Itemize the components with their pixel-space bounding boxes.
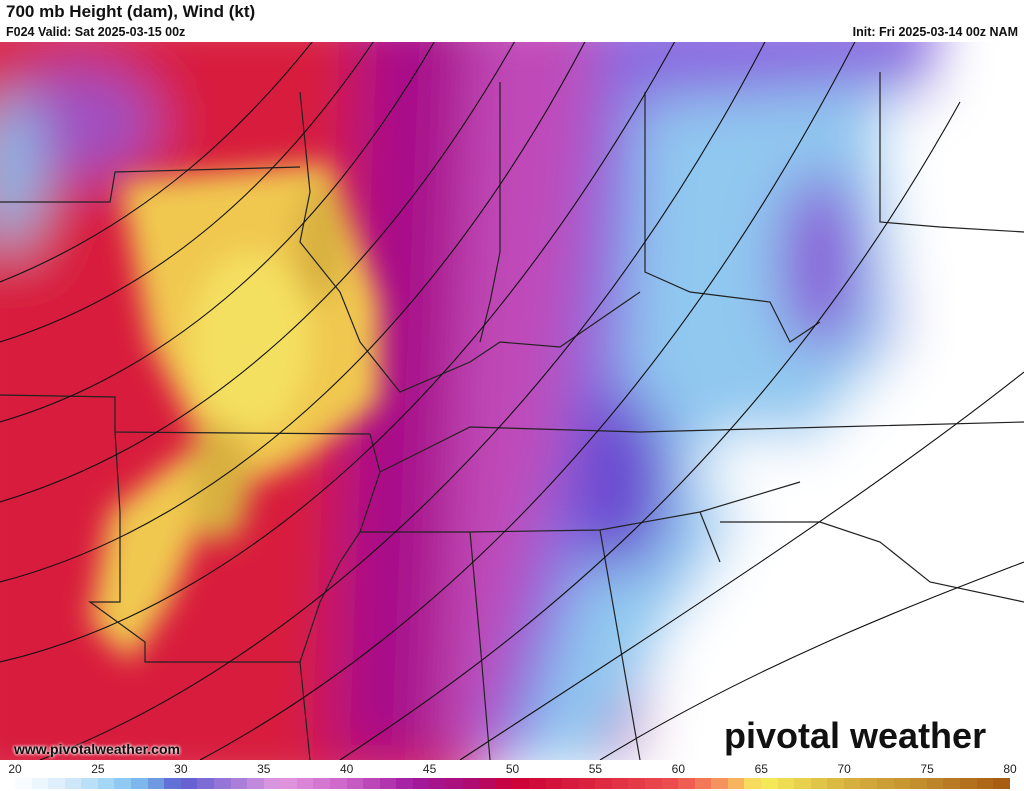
colorbar-swatch	[993, 778, 1010, 789]
colorbar-swatch	[976, 778, 994, 789]
colorbar-swatch	[213, 778, 231, 789]
colorbar-tick-label: 45	[422, 762, 437, 776]
colorbar-swatch	[164, 778, 181, 789]
colorbar-swatch	[843, 778, 861, 789]
colorbar-swatch	[31, 778, 49, 789]
colorbar-swatch	[81, 778, 98, 789]
colorbar-swatch	[694, 778, 712, 789]
website-url[interactable]: www.pivotalweather.com	[14, 741, 180, 757]
colorbar-tick-label: 20	[8, 762, 22, 776]
colorbar-swatch	[926, 778, 944, 789]
colorbar-swatch	[761, 778, 778, 789]
colorbar-tick-label: 25	[91, 762, 105, 776]
colorbar-swatch	[296, 778, 314, 789]
colorbar-swatch	[147, 778, 165, 789]
colorbar-swatch	[744, 778, 762, 789]
colorbar-tick-label: 80	[1003, 762, 1017, 776]
colorbar-ticks: 20 25 30 35 40 45 50 55 60 65 70 75 80	[8, 762, 1016, 776]
colorbar-swatch	[727, 778, 745, 789]
colorbar-swatch	[346, 778, 364, 789]
colorbar-swatch	[827, 778, 844, 789]
colorbar-swatch	[711, 778, 728, 789]
colorbar-swatch	[595, 778, 612, 789]
colorbar-swatch	[396, 778, 413, 789]
colorbar-swatch	[97, 778, 115, 789]
colorbar-swatch	[379, 778, 397, 789]
colorbar-swatch	[479, 778, 496, 789]
colorbar-swatch	[329, 778, 347, 789]
colorbar-tick-label: 70	[837, 762, 851, 776]
colorbar-swatch	[363, 778, 380, 789]
init-time: Init: Fri 2025-03-14 00z NAM	[852, 25, 1018, 39]
colorbar-swatch	[48, 778, 65, 789]
colorbar-swatch	[860, 778, 878, 789]
colorbar-swatch	[644, 778, 662, 789]
colorbar-swatch	[893, 778, 911, 789]
colorbar-swatch	[628, 778, 645, 789]
colorbar-tick-label: 60	[671, 762, 686, 776]
colorbar-swatch	[512, 778, 529, 789]
colorbar	[15, 778, 1010, 789]
colorbar-swatch	[313, 778, 330, 789]
colorbar-swatch	[462, 778, 480, 789]
jet-core-fill	[90, 162, 380, 662]
colorbar-tick-label: 50	[505, 762, 520, 776]
colorbar-swatch	[959, 778, 977, 789]
height-contours	[0, 42, 1024, 760]
colorbar-tick-label: 75	[920, 762, 934, 776]
colorbar-swatch	[562, 778, 579, 789]
colorbar-swatch	[247, 778, 264, 789]
colorbar-swatch	[280, 778, 297, 789]
colorbar-swatch	[777, 778, 795, 789]
colorbar-swatch	[528, 778, 546, 789]
colorbar-swatch	[910, 778, 927, 789]
colorbar-swatch	[578, 778, 596, 789]
colorbar-swatch	[197, 778, 214, 789]
colorbar-swatch	[943, 778, 960, 789]
colorbar-tick-label: 40	[339, 762, 354, 776]
colorbar-swatch	[661, 778, 679, 789]
colorbar-swatch	[412, 778, 430, 789]
colorbar-swatch	[877, 778, 894, 789]
colorbar-tick-label: 30	[174, 762, 188, 776]
colorbar-swatch	[810, 778, 828, 789]
colorbar-swatch	[611, 778, 629, 789]
map-title: 700 mb Height (dam), Wind (kt)	[6, 2, 256, 21]
state-borders	[0, 72, 1024, 760]
colorbar-swatch	[131, 778, 148, 789]
wind-speed-fill	[0, 42, 1024, 760]
pivotal-weather-logo: pivotal weather	[724, 715, 987, 756]
colorbar-tick-label: 65	[754, 762, 768, 776]
colorbar-swatch	[15, 778, 32, 789]
colorbar-swatch	[429, 778, 447, 789]
valid-time: F024 Valid: Sat 2025-03-15 00z	[6, 25, 186, 39]
colorbar-swatch	[64, 778, 82, 789]
colorbar-swatch	[180, 778, 198, 789]
colorbar-swatch	[678, 778, 695, 789]
colorbar-tick-label: 55	[588, 762, 603, 776]
colorbar-swatch	[495, 778, 513, 789]
colorbar-swatch	[446, 778, 463, 789]
weather-map[interactable]	[0, 42, 1024, 760]
colorbar-swatch	[230, 778, 248, 789]
colorbar-swatch	[794, 778, 811, 789]
colorbar-swatch	[114, 778, 132, 789]
colorbar-swatch	[545, 778, 563, 789]
colorbar-swatch	[263, 778, 281, 789]
colorbar-tick-label: 35	[257, 762, 271, 776]
